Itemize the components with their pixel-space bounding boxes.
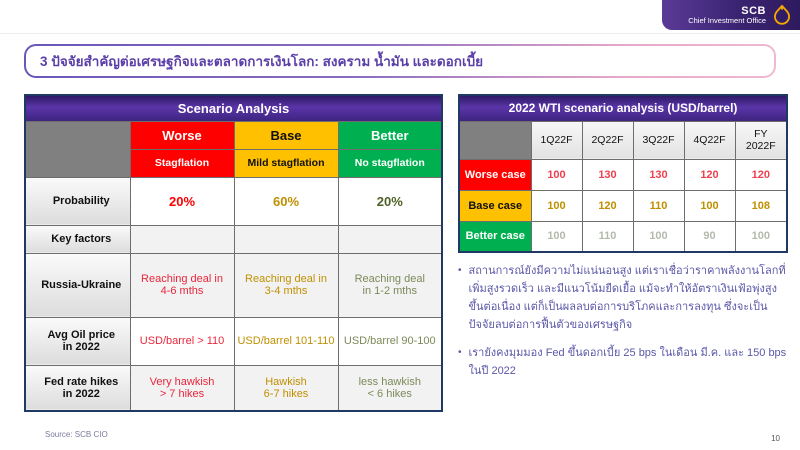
list-item: • สถานการณ์ยังมีความไม่แน่นอนสูง แต่เราเ… — [458, 262, 790, 335]
logo-brand: SCB — [741, 4, 766, 17]
column-subtitle-worse: Stagflation — [129, 148, 235, 178]
probability-better: 20% — [337, 176, 443, 226]
wti-base-2q: 120 — [581, 189, 634, 222]
scenario-table-title: Scenario Analysis — [24, 94, 443, 122]
wti-base-1q: 100 — [530, 189, 583, 222]
logo-division: Chief Investment Office — [688, 15, 766, 25]
key-factors-better — [337, 224, 443, 254]
header-divider — [0, 33, 800, 34]
commentary-bullets: • สถานการณ์ยังมีความไม่แน่นอนสูง แต่เราเ… — [458, 262, 790, 389]
wti-row-label-worse: Worse case — [458, 158, 532, 191]
wti-table-title: 2022 WTI scenario analysis (USD/barrel) — [458, 94, 788, 122]
wti-col-fy2022f: FY 2022F — [734, 120, 788, 160]
scenario-corner-cell — [24, 120, 131, 178]
column-header-better: Better — [337, 120, 443, 150]
wti-worse-3q: 130 — [632, 158, 685, 191]
fed-hikes-base: Hawkish 6-7 hikes — [233, 364, 339, 412]
scenario-analysis-table: Scenario Analysis Worse Base Better Stag… — [24, 94, 444, 412]
wti-better-2q: 110 — [581, 220, 634, 253]
wti-better-4q: 90 — [683, 220, 736, 253]
wti-base-fy: 108 — [734, 189, 788, 222]
key-factors-base — [233, 224, 339, 254]
wti-better-3q: 100 — [632, 220, 685, 253]
key-factors-worse — [129, 224, 235, 254]
scb-logo: SCB Chief Investment Office — [662, 0, 800, 30]
table-row: Key factors — [24, 224, 443, 254]
probability-base: 60% — [233, 176, 339, 226]
list-item: • เรายังคงมุมมอง Fed ขึ้นดอกเบี้ย 25 bps… — [458, 344, 790, 380]
bullet-icon: • — [458, 346, 462, 358]
wti-base-3q: 110 — [632, 189, 685, 222]
oil-price-base: USD/barrel 101-110 — [233, 316, 339, 366]
bullet-text-1: สถานการณ์ยังมีความไม่แน่นอนสูง แต่เราเชื… — [468, 265, 786, 332]
row-label-key-factors: Key factors — [24, 224, 131, 254]
wti-better-1q: 100 — [530, 220, 583, 253]
bullet-icon: • — [458, 265, 462, 276]
table-row: Worse case 100 130 130 120 120 — [458, 158, 788, 191]
column-header-worse: Worse — [129, 120, 235, 150]
page-number: 10 — [771, 434, 780, 443]
table-row: Avg Oil price in 2022 USD/barrel > 110 U… — [24, 316, 443, 366]
title-box-inner: 3 ปัจจัยสำคัญต่อเศรษฐกิจและตลาดการเงินโล… — [26, 46, 774, 76]
wti-col-4q22f: 4Q22F — [683, 120, 736, 160]
row-label-fed-rate-hikes: Fed rate hikes in 2022 — [24, 364, 131, 412]
source-note: Source: SCB CIO — [45, 430, 108, 439]
column-header-base: Base — [233, 120, 339, 150]
title-box: 3 ปัจจัยสำคัญต่อเศรษฐกิจและตลาดการเงินโล… — [24, 44, 776, 78]
oil-price-worse: USD/barrel > 110 — [129, 316, 235, 366]
table-row: Russia-Ukraine Reaching deal in 4-6 mths… — [24, 252, 443, 318]
row-label-avg-oil-price: Avg Oil price in 2022 — [24, 316, 131, 366]
wti-col-1q22f: 1Q22F — [530, 120, 583, 160]
wti-base-4q: 100 — [683, 189, 736, 222]
table-row: Better case 100 110 100 90 100 — [458, 220, 788, 253]
wti-worse-fy: 120 — [734, 158, 788, 191]
scb-leaf-icon — [774, 4, 790, 25]
wti-scenario-table: 2022 WTI scenario analysis (USD/barrel) … — [458, 94, 789, 253]
bullet-text-2: เรายังคงมุมมอง Fed ขึ้นดอกเบี้ย 25 bps ใ… — [468, 346, 787, 377]
probability-worse: 20% — [129, 176, 235, 226]
wti-worse-4q: 120 — [683, 158, 736, 191]
russia-ukraine-base: Reaching deal in 3-4 mths — [233, 252, 339, 318]
table-row: Fed rate hikes in 2022 Very hawkish > 7 … — [24, 364, 443, 412]
row-label-russia-ukraine: Russia-Ukraine — [24, 252, 131, 318]
wti-row-label-base: Base case — [458, 189, 532, 222]
fed-hikes-worse: Very hawkish > 7 hikes — [129, 364, 235, 412]
wti-worse-2q: 130 — [581, 158, 634, 191]
table-row: Probability 20% 60% 20% — [24, 176, 443, 226]
russia-ukraine-worse: Reaching deal in 4-6 mths — [129, 252, 235, 318]
wti-col-3q22f: 3Q22F — [632, 120, 685, 160]
russia-ukraine-better: Reaching deal in 1-2 mths — [337, 252, 443, 318]
oil-price-better: USD/barrel 90-100 — [337, 316, 443, 366]
wti-better-fy: 100 — [734, 220, 788, 253]
wti-corner-cell — [458, 120, 532, 160]
row-label-probability: Probability — [24, 176, 131, 226]
column-subtitle-better: No stagflation — [337, 148, 443, 178]
wti-col-2q22f: 2Q22F — [581, 120, 634, 160]
wti-row-label-better: Better case — [458, 220, 532, 253]
table-row: Base case 100 120 110 100 108 — [458, 189, 788, 222]
fed-hikes-better: less hawkish < 6 hikes — [337, 364, 443, 412]
wti-worse-1q: 100 — [530, 158, 583, 191]
page-title: 3 ปัจจัยสำคัญต่อเศรษฐกิจและตลาดการเงินโล… — [40, 54, 484, 69]
column-subtitle-base: Mild stagflation — [233, 148, 339, 178]
logo-text: SCB Chief Investment Office — [688, 5, 766, 25]
